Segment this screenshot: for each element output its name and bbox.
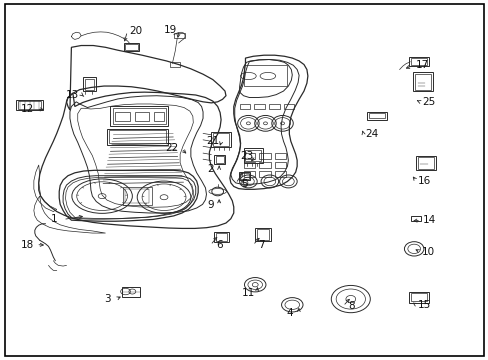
Bar: [274, 162, 286, 168]
Bar: [259, 153, 270, 159]
Bar: [154, 112, 163, 121]
Text: 7: 7: [258, 240, 264, 250]
Bar: [255, 228, 270, 241]
Bar: [410, 58, 426, 65]
Bar: [368, 113, 384, 118]
Bar: [215, 156, 223, 163]
Bar: [122, 187, 152, 205]
Bar: [408, 57, 428, 66]
Bar: [415, 156, 435, 170]
Bar: [243, 65, 287, 86]
Bar: [110, 107, 167, 126]
Text: 2: 2: [206, 164, 213, 174]
Text: 21: 21: [206, 136, 219, 145]
Text: 11: 11: [241, 288, 255, 298]
Bar: [109, 130, 165, 143]
Bar: [256, 229, 269, 240]
Bar: [254, 104, 264, 109]
Bar: [417, 157, 433, 168]
Bar: [82, 77, 96, 91]
Bar: [243, 153, 255, 159]
Bar: [125, 44, 138, 50]
Text: 18: 18: [21, 239, 34, 249]
Text: 6: 6: [215, 240, 222, 250]
Text: 23: 23: [240, 150, 253, 161]
Text: 8: 8: [348, 301, 354, 311]
Text: 22: 22: [165, 143, 179, 153]
Bar: [243, 171, 255, 177]
Bar: [84, 79, 94, 90]
Bar: [107, 129, 167, 145]
Bar: [274, 153, 286, 159]
Text: 19: 19: [163, 25, 177, 35]
Bar: [125, 189, 149, 203]
Bar: [16, 100, 43, 110]
Text: 24: 24: [365, 129, 378, 139]
Bar: [173, 33, 184, 39]
Bar: [414, 74, 430, 90]
Bar: [412, 72, 432, 91]
Bar: [122, 287, 140, 297]
Text: 16: 16: [417, 176, 430, 186]
Bar: [410, 293, 426, 301]
Text: 4: 4: [286, 308, 293, 318]
Bar: [170, 62, 180, 67]
Text: 9: 9: [206, 200, 213, 210]
Bar: [366, 112, 386, 120]
Text: 14: 14: [422, 215, 435, 225]
Bar: [113, 108, 165, 125]
Bar: [274, 171, 286, 177]
Text: 5: 5: [241, 179, 247, 189]
Text: 20: 20: [129, 26, 142, 36]
Bar: [214, 155, 224, 164]
Bar: [211, 132, 230, 147]
Bar: [243, 162, 255, 168]
Text: 10: 10: [422, 247, 434, 257]
Text: 13: 13: [66, 90, 80, 100]
Text: 1: 1: [51, 215, 58, 224]
Bar: [259, 162, 270, 168]
Bar: [239, 104, 250, 109]
Bar: [410, 216, 420, 221]
Bar: [115, 112, 130, 121]
Bar: [18, 102, 41, 109]
Bar: [238, 172, 250, 180]
Bar: [243, 148, 263, 163]
Text: 12: 12: [21, 104, 34, 114]
Text: 3: 3: [103, 294, 110, 304]
Bar: [283, 104, 294, 109]
Bar: [123, 43, 139, 51]
Bar: [215, 233, 227, 240]
Bar: [240, 173, 248, 179]
Bar: [408, 292, 428, 303]
Bar: [245, 150, 261, 161]
Text: 15: 15: [417, 300, 430, 310]
Bar: [259, 171, 270, 177]
Bar: [213, 134, 228, 145]
Bar: [135, 112, 149, 121]
Text: 25: 25: [421, 97, 434, 107]
Bar: [268, 104, 279, 109]
Text: 17: 17: [415, 60, 428, 70]
Bar: [214, 231, 228, 242]
